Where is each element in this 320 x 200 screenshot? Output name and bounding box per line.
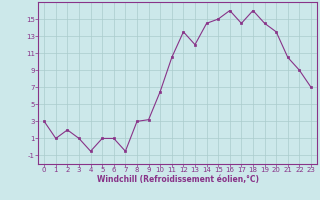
X-axis label: Windchill (Refroidissement éolien,°C): Windchill (Refroidissement éolien,°C) [97,175,259,184]
